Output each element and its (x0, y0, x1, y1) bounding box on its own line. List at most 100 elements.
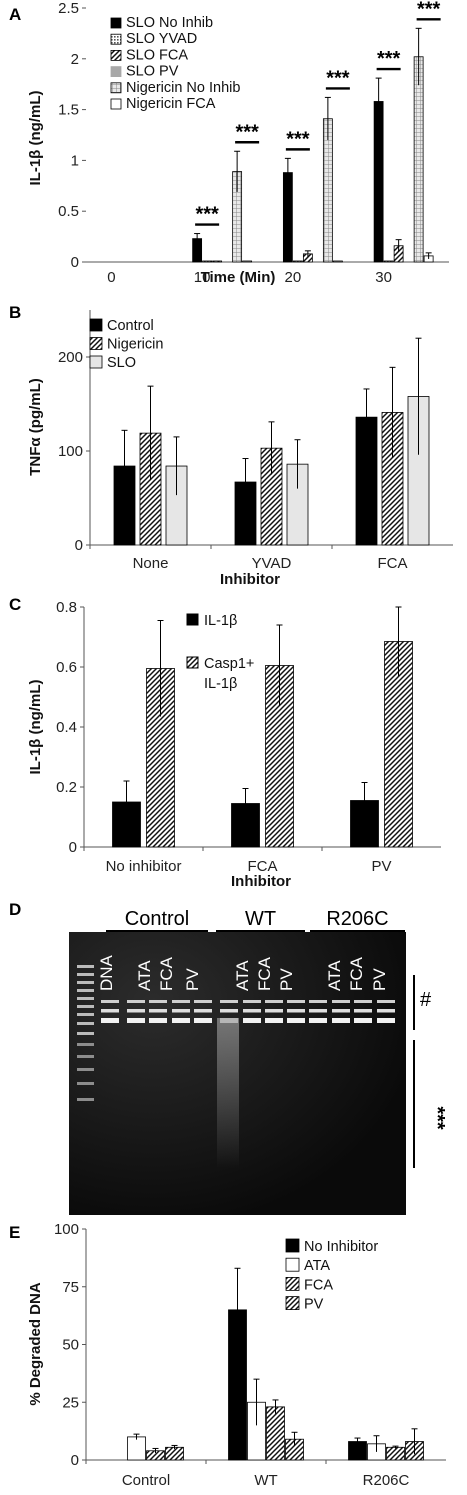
ladder-band (77, 989, 94, 992)
legend-label: FCA (304, 1277, 333, 1293)
gel-band (332, 1009, 350, 1013)
panel-b: B 0 100 200 None YVAD FCA Inhibitor TNFα (pg/mL)… (9, 303, 453, 588)
panel-c: C 0 0.2 0.4 0.6 0.8 No inhibitor FCA PV Inhibitor… (9, 595, 441, 890)
legend-label: SLO YVAD (126, 31, 197, 47)
bar (242, 260, 253, 263)
gel-band (354, 1000, 372, 1003)
y-axis-title: TNFα (pg/mL) (27, 378, 44, 476)
y-tick-label: 75 (62, 1279, 79, 1296)
x-tick-label: WT (254, 1472, 277, 1489)
y-tick-label: 0.2 (56, 779, 77, 796)
x-tick-label: 10 (194, 269, 211, 286)
significance-stars: *** (326, 67, 350, 89)
gel-marker-hash: # (420, 989, 432, 1011)
significance-stars: *** (377, 48, 401, 70)
legend-label: SLO FCA (126, 47, 188, 63)
legend-label: No Inhibitor (304, 1239, 378, 1255)
gel-lane-label: PV (183, 968, 202, 991)
gel-band (101, 1018, 119, 1023)
y-axis-title: IL-1β (ng/mL) (27, 680, 44, 775)
gel-band (172, 1009, 190, 1013)
x-tick-label: FCA (248, 858, 278, 875)
gel-band (220, 1009, 238, 1013)
gel-band (194, 1009, 212, 1013)
x-tick-label: Control (122, 1472, 170, 1489)
ladder-band (77, 1032, 94, 1035)
legend-swatch (110, 50, 122, 61)
legend-swatch (89, 337, 103, 350)
ladder-band (77, 1068, 94, 1071)
legend-swatch (110, 33, 122, 45)
x-axis-title: Inhibitor (220, 571, 280, 588)
x-tick-label: No inhibitor (106, 858, 182, 875)
gel-band (287, 1018, 305, 1023)
gel-band (194, 1000, 212, 1003)
gel-band (127, 1000, 145, 1003)
y-tick-label: 1 (71, 152, 79, 169)
y-tick-label: 1.5 (58, 102, 79, 119)
gel-band (194, 1018, 212, 1023)
y-tick-label: 0 (71, 254, 79, 271)
bar (165, 1446, 184, 1461)
ladder-band (77, 1055, 94, 1058)
gel-lane-label: PV (277, 968, 296, 991)
panel-letter: B (9, 303, 21, 322)
gel-marker-stars: *** (426, 1106, 448, 1130)
y-tick-label: 200 (58, 349, 83, 366)
legend-swatch (89, 355, 103, 369)
ladder-band (77, 1082, 94, 1085)
gel-lane-label: FCA (157, 956, 176, 991)
legend-swatch (110, 66, 122, 77)
legend-swatch (285, 1257, 300, 1272)
gel-lane-label: ATA (233, 960, 252, 991)
significance-stars: *** (235, 121, 259, 143)
legend-label: Nigericin (107, 337, 163, 353)
gel-band (287, 1000, 305, 1003)
y-tick-label: 25 (62, 1394, 79, 1411)
gel-lane-label: FCA (347, 956, 366, 991)
ladder-band (77, 1013, 94, 1016)
gel-band (287, 1009, 305, 1013)
gel-band (172, 1000, 190, 1003)
gel-band (101, 1000, 119, 1003)
legend-swatch (285, 1238, 300, 1253)
legend-label: Nigericin FCA (126, 96, 216, 112)
gel-group-label: R206C (326, 908, 388, 930)
ladder-band (77, 997, 94, 1000)
gel-band (265, 1009, 283, 1013)
gel-band (265, 1018, 283, 1023)
gel-band (309, 1009, 327, 1013)
gel-band (127, 1009, 145, 1013)
panel-letter: C (9, 595, 21, 614)
panel-letter: D (9, 900, 21, 919)
gel-band (243, 1009, 261, 1013)
panel-letter: A (9, 5, 21, 24)
x-tick-label: 20 (285, 269, 302, 286)
ladder-band (77, 973, 94, 976)
gel-lane-label: DNA (97, 954, 116, 991)
y-tick-label: 0.8 (56, 599, 77, 616)
y-tick-label: 2.5 (58, 0, 79, 17)
x-tick-label: 30 (375, 269, 392, 286)
legend-label: Nigericin No Inhib (126, 80, 240, 96)
gel-band (101, 1009, 119, 1013)
legend-label: IL-1β (204, 676, 237, 692)
x-tick-label: PV (371, 858, 391, 875)
gel-band (149, 1009, 167, 1013)
bar (266, 1406, 285, 1461)
gel-band (149, 1000, 167, 1003)
legend-swatch (186, 656, 199, 669)
ladder-band (77, 1022, 94, 1025)
bar (322, 118, 333, 263)
legend-label: ATA (304, 1258, 330, 1274)
gel-band (243, 1000, 261, 1003)
gel-band (220, 1000, 238, 1003)
panel-e: E 0 25 50 75 100 Control WT R206C % Degraded DNA N… (9, 1221, 446, 1489)
bar (146, 668, 175, 848)
y-tick-label: 0.4 (56, 719, 77, 736)
y-tick-label: 0.5 (58, 203, 79, 220)
ladder-band (77, 965, 94, 968)
y-tick-label: 100 (58, 443, 83, 460)
